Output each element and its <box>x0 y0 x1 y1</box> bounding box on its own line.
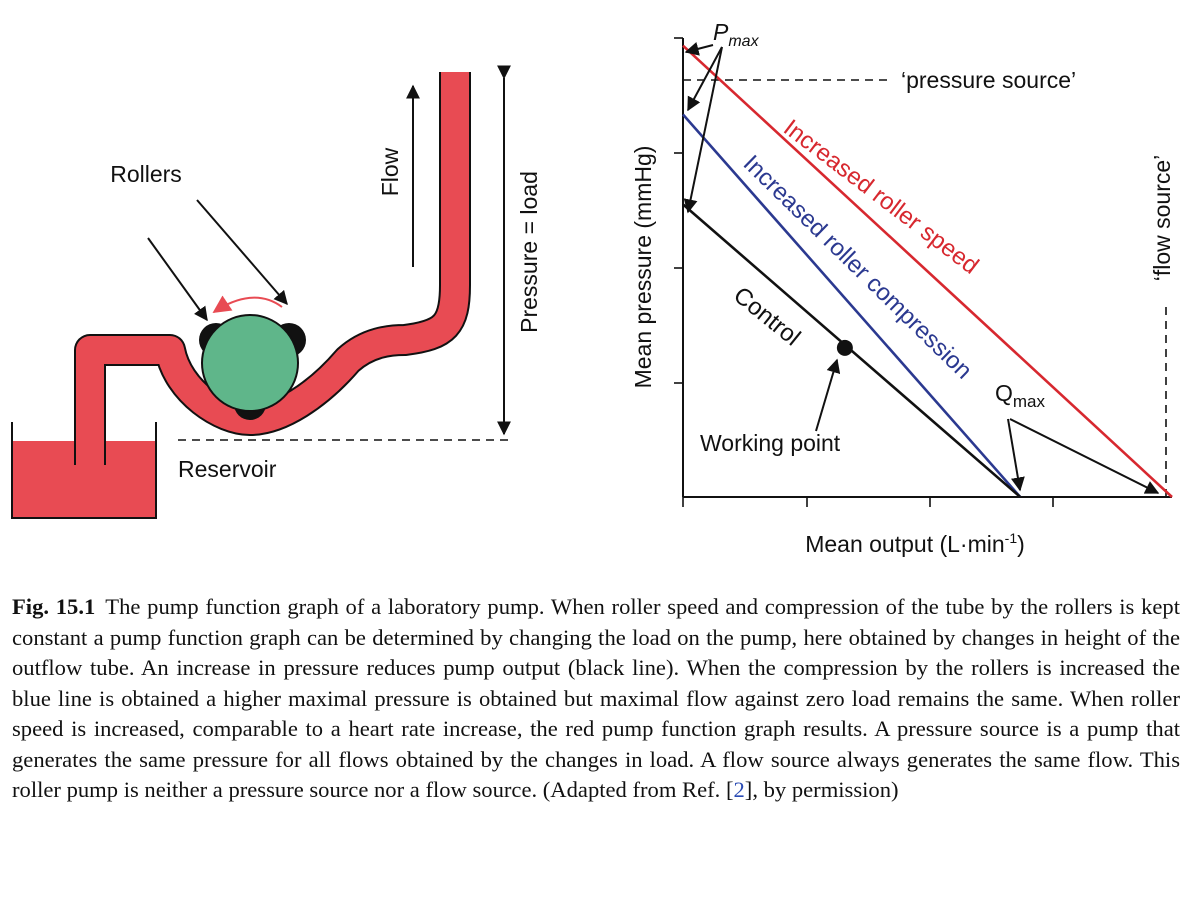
rollers-label: Rollers <box>110 161 182 187</box>
reservoir-label: Reservoir <box>178 456 277 482</box>
pump-figure: Rollers Flow Pressure = load Reservoir <box>11 19 1175 557</box>
rollers-pointer-arrow-2 <box>196 199 288 306</box>
series-line-increased-roller-speed <box>682 44 1173 498</box>
rotation-arrow-icon <box>212 295 283 313</box>
flow-source-label: ‘flow source’ <box>1149 155 1175 282</box>
caption-text: The pump function graph of a laboratory … <box>12 594 1180 802</box>
caption-text-end: ], by permission) <box>744 777 899 802</box>
working-point-label: Working point <box>700 430 841 456</box>
qmax-arrow <box>1007 418 1025 492</box>
pmax-label: Pmax <box>713 19 760 50</box>
working-point-marker <box>836 339 853 356</box>
pmax-arrow <box>684 42 714 56</box>
working-point-arrow <box>815 358 841 432</box>
figure-caption: Fig. 15.1 The pump function graph of a la… <box>12 592 1180 806</box>
pump-rotor <box>201 314 299 412</box>
reference-link[interactable]: 2 <box>733 777 745 802</box>
rollers-pointer-arrow-1 <box>147 237 208 322</box>
pmax-arrow <box>683 46 723 214</box>
pump-function-graph: Pmax ‘pressure source’ ‘flow source’ Inc… <box>630 19 1175 557</box>
qmax-arrow <box>1009 418 1160 494</box>
flow-label: Flow <box>377 147 403 196</box>
series-line-increased-roller-compression <box>682 113 1022 498</box>
pressure-load-label: Pressure = load <box>516 171 542 333</box>
figure-number: Fig. 15.1 <box>12 594 96 619</box>
pump-diagram: Rollers Flow Pressure = load Reservoir <box>11 65 542 519</box>
pmax-arrow <box>687 46 723 112</box>
pump-tube <box>76 72 469 465</box>
x-axis-label: Mean output (L·min-1) <box>805 530 1025 557</box>
pressure-source-label: ‘pressure source’ <box>901 67 1076 93</box>
reservoir-container <box>11 422 157 519</box>
red-line-label: Increased roller speed <box>778 114 983 279</box>
y-axis-label: Mean pressure (mmHg) <box>630 146 656 389</box>
control-label: Control <box>728 282 805 352</box>
qmax-label: Qmax <box>995 380 1046 411</box>
